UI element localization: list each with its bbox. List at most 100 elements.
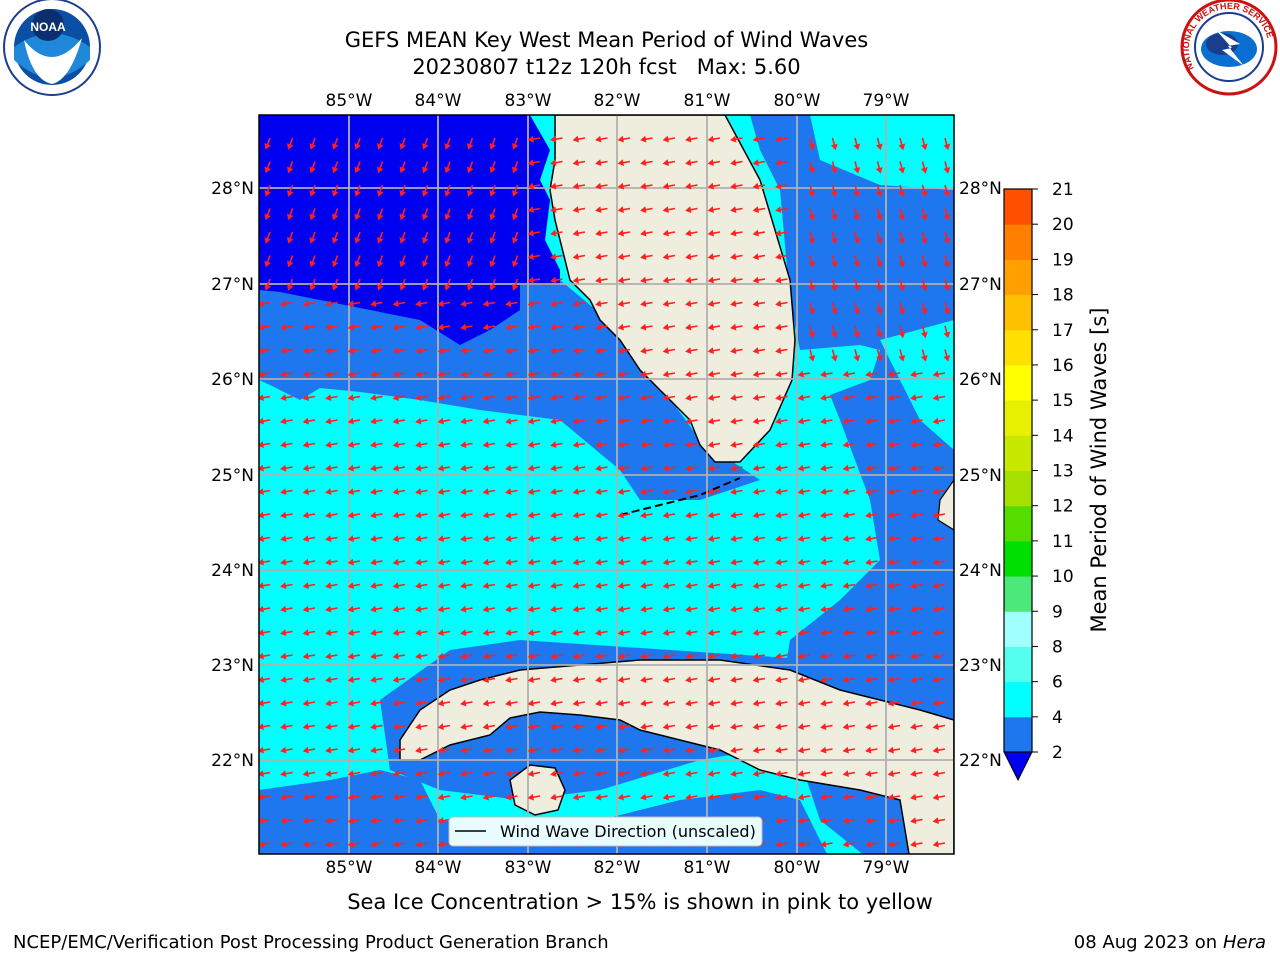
wind-wave-arrowhead <box>482 652 489 660</box>
wind-wave-arrowhead <box>489 166 496 174</box>
wind-wave-arrowhead <box>752 206 759 214</box>
wind-wave-arrowhead <box>460 605 467 613</box>
wind-wave-arrowhead <box>898 143 906 151</box>
wind-wave-arrowhead <box>392 676 399 684</box>
map-legend: Wind Wave Direction (unscaled) <box>448 816 763 847</box>
wind-wave-arrowhead <box>415 770 422 778</box>
wind-wave-arrowhead <box>865 511 872 519</box>
wind-wave-arrowhead <box>752 793 759 801</box>
wind-wave-arrowhead <box>302 605 309 613</box>
lat-tick-label: 22°N <box>959 751 1002 771</box>
wind-wave-arrowhead <box>853 143 861 151</box>
wind-wave-arrowhead <box>640 582 647 590</box>
wind-wave-arrowhead <box>617 699 624 707</box>
period-zone-4-6-north <box>810 115 954 190</box>
wind-wave-arrowhead <box>437 417 444 425</box>
wind-wave-arrowhead <box>302 558 309 566</box>
wind-wave-arrowhead <box>820 629 827 637</box>
wind-wave-arrowhead <box>887 629 894 637</box>
wind-wave-arrowhead <box>550 770 557 778</box>
wind-wave-arrowhead <box>280 488 287 496</box>
wind-wave-arrowhead <box>595 535 602 543</box>
wind-wave-arrowhead <box>511 237 519 244</box>
wind-wave-arrowhead <box>437 817 444 825</box>
wind-wave-arrowhead <box>662 699 669 707</box>
wind-wave-arrowhead <box>370 300 377 308</box>
wind-wave-arrowhead <box>808 143 816 151</box>
wind-wave-arrowhead <box>797 370 804 378</box>
wind-wave-arrowhead <box>875 143 883 151</box>
wind-wave-arrowhead <box>415 817 422 825</box>
wind-wave-arrowhead <box>640 135 647 143</box>
noaa-logo-text: NOAA <box>30 20 66 34</box>
wind-wave-arrowhead <box>662 488 669 496</box>
wind-wave-arrowhead <box>932 535 939 543</box>
wind-wave-arrowhead <box>842 746 849 754</box>
wind-wave-arrowhead <box>932 676 939 684</box>
wind-wave-arrowhead <box>820 582 827 590</box>
wind-wave-arrowhead <box>685 135 692 143</box>
wind-wave-arrowhead <box>437 629 444 637</box>
wind-wave-arrowhead <box>707 441 714 449</box>
wind-wave-arrowhead <box>640 229 647 237</box>
wind-wave-arrowhead <box>830 355 838 362</box>
wind-wave-arrowhead <box>775 629 782 637</box>
wind-wave-arrowhead <box>466 260 474 268</box>
wind-wave-arrowhead <box>264 284 271 291</box>
wind-wave-arrowhead <box>392 300 399 308</box>
wind-wave-arrowhead <box>685 417 692 425</box>
wind-wave-arrowhead <box>325 370 332 378</box>
wind-wave-arrowhead <box>640 558 647 566</box>
wind-wave-arrowhead <box>370 347 377 355</box>
wind-wave-arrowhead <box>730 558 737 566</box>
wind-wave-arrowhead <box>595 370 602 378</box>
wind-wave-arrowhead <box>572 370 579 378</box>
wind-wave-arrowhead <box>808 308 816 315</box>
wind-wave-arrowhead <box>730 488 737 496</box>
noaa-logo: NOAA <box>3 0 101 96</box>
wind-wave-arrowhead <box>415 300 422 308</box>
wind-wave-arrowhead <box>640 699 647 707</box>
wind-wave-arrowhead <box>550 159 557 167</box>
wind-wave-arrowhead <box>830 167 838 174</box>
colorbar-band <box>1004 611 1032 647</box>
wind-wave-arrowhead <box>325 629 332 637</box>
wind-wave-arrowhead <box>830 284 838 292</box>
colorbar-band <box>1004 470 1032 507</box>
wind-wave-arrowhead <box>707 746 714 754</box>
wind-wave-arrowhead <box>437 605 444 613</box>
wind-wave-arrowhead <box>550 370 557 378</box>
wind-wave-arrowhead <box>370 723 377 731</box>
wind-wave-arrowhead <box>640 300 647 308</box>
wind-wave-arrowhead <box>617 746 624 754</box>
wind-wave-arrowhead <box>460 558 467 566</box>
wind-wave-arrowhead <box>280 441 287 449</box>
wind-wave-arrowhead <box>309 143 316 150</box>
wind-wave-arrowhead <box>415 582 422 590</box>
wind-wave-arrowhead <box>887 535 894 543</box>
wind-wave-arrowhead <box>527 582 534 590</box>
wind-wave-arrowhead <box>527 441 534 449</box>
wind-wave-arrowhead <box>505 558 512 566</box>
wind-wave-arrowhead <box>550 699 557 707</box>
wind-wave-arrowhead <box>797 770 804 778</box>
wind-wave-arrowhead <box>302 699 309 707</box>
wind-wave-arrowhead <box>775 535 782 543</box>
wind-wave-arrowhead <box>707 488 714 496</box>
wind-wave-arrowhead <box>887 770 894 778</box>
wind-wave-arrowhead <box>259 840 264 848</box>
wind-wave-arrowhead <box>910 535 917 543</box>
wind-wave-arrowhead <box>482 394 489 402</box>
wind-wave-arrowhead <box>808 284 816 292</box>
wind-wave-arrowhead <box>595 276 602 284</box>
colorbar-tick-label: 14 <box>1052 426 1074 446</box>
wind-wave-arrowhead <box>280 652 287 660</box>
wind-wave-arrowhead <box>853 308 861 315</box>
wind-wave-arrowhead <box>920 190 928 198</box>
wind-wave-arrowhead <box>910 394 917 402</box>
wind-wave-arrowhead <box>572 347 579 355</box>
wind-wave-arrowhead <box>640 488 647 496</box>
wind-wave-arrowhead <box>370 323 377 331</box>
wind-wave-arrowhead <box>932 817 939 825</box>
lon-tick-label: 80°W <box>774 858 821 878</box>
